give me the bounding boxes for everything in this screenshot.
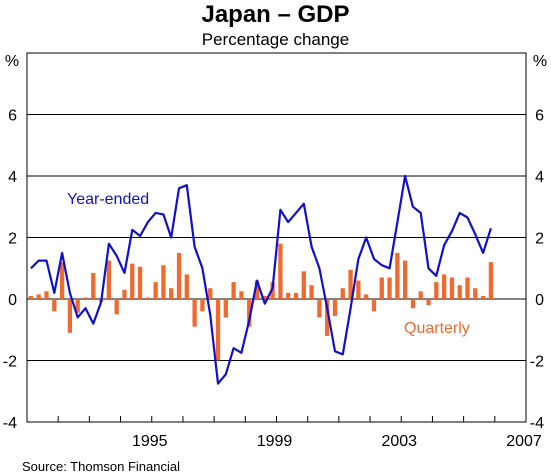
quarterly-bar [114, 299, 119, 315]
quarterly-bar [379, 277, 384, 299]
y-tick-labels-right: -4 -2 0 2 4 6 [530, 108, 544, 433]
quarterly-bar [488, 262, 494, 299]
quarterly-bar [153, 282, 158, 299]
quarterly-bar [332, 299, 338, 316]
y-tick-label-right: 4 [535, 169, 544, 186]
quarterly-bar [301, 271, 306, 299]
year-ended-line-path [30, 174, 492, 385]
y-tick-label-right: 0 [535, 292, 544, 309]
y-tick-label-left: -4 [3, 415, 17, 432]
quarterly-bar [44, 291, 49, 299]
quarterly-bar [473, 288, 478, 299]
quarterly-bar [441, 274, 447, 299]
quarterly-bar [208, 288, 213, 299]
quarterly-bar [59, 262, 65, 299]
y-tick-label-right: -4 [530, 415, 544, 432]
quarterly-bar [67, 299, 73, 333]
quarterly-bar [418, 291, 423, 299]
quarterly-bar [356, 280, 361, 299]
year-ended-line [30, 174, 492, 385]
quarterly-bar [91, 272, 96, 299]
quarterly-bar [387, 277, 392, 299]
quarterly-bar [434, 282, 439, 299]
y-unit-right: % [533, 53, 547, 70]
chart-subtitle: Percentage change [202, 30, 349, 49]
quarterly-bars [28, 243, 494, 361]
quarterly-bar [325, 299, 330, 336]
quarterly-bar [410, 299, 416, 309]
quarterly-bar [215, 299, 221, 361]
quarterly-bar [278, 243, 283, 299]
series-label-quarterly: Quarterly [404, 320, 470, 337]
x-tick-marks [26, 416, 527, 422]
quarterly-bar [293, 292, 299, 299]
quarterly-bar [145, 297, 150, 299]
quarterly-bar [223, 299, 228, 318]
quarterly-bar [254, 280, 260, 299]
gridlines [27, 114, 526, 423]
quarterly-bar [184, 274, 189, 299]
quarterly-bar [247, 299, 252, 327]
quarterly-bar [200, 299, 205, 312]
quarterly-bar [457, 285, 462, 299]
quarterly-bar [239, 291, 244, 299]
chart-title: Japan – GDP [201, 1, 349, 28]
quarterly-bar [317, 299, 322, 318]
quarterly-bar [395, 252, 400, 299]
quarterly-bar [75, 299, 80, 313]
x-tick-label: 2007 [506, 433, 542, 450]
y-tick-label-left: 6 [8, 108, 17, 125]
quarterly-bar [176, 252, 182, 299]
y-tick-label-left: 0 [8, 292, 17, 309]
y-tick-labels-left: -4 -2 0 2 4 6 [3, 108, 17, 433]
quarterly-bar [137, 266, 143, 299]
plot-frame [26, 52, 527, 423]
quarterly-bar [130, 263, 135, 299]
y-tick-label-left: 2 [8, 231, 17, 248]
quarterly-bar [348, 269, 353, 299]
x-tick-label: 1995 [132, 433, 168, 450]
quarterly-bar [340, 288, 345, 299]
y-tick-label-left: -2 [3, 354, 17, 371]
x-tick-label: 1999 [257, 433, 293, 450]
x-tick-label: 2003 [381, 433, 417, 450]
quarterly-bar [371, 299, 377, 312]
quarterly-bar [480, 295, 486, 299]
quarterly-bar [262, 295, 267, 299]
quarterly-bar [231, 282, 236, 299]
quarterly-bar [286, 292, 291, 299]
y-tick-label-right: -2 [530, 354, 544, 371]
quarterly-bar [83, 297, 88, 299]
quarterly-bar [36, 294, 41, 299]
y-tick-label-left: 4 [8, 169, 17, 186]
x-tick-labels: 1995 1999 2003 2007 [132, 433, 542, 450]
series-label-year-ended: Year-ended [67, 191, 149, 208]
quarterly-bar [465, 277, 470, 299]
quarterly-bar [426, 299, 431, 306]
y-tick-label-right: 2 [535, 231, 544, 248]
quarterly-bar [169, 288, 174, 299]
quarterly-bar [106, 260, 112, 299]
quarterly-bar [122, 289, 127, 299]
quarterly-bar [403, 260, 408, 299]
quarterly-bar [28, 295, 34, 299]
quarterly-bar [364, 294, 369, 299]
source-note: Source: Thomson Financial [22, 459, 180, 474]
quarterly-bar [309, 285, 314, 299]
quarterly-bar [449, 277, 455, 299]
y-tick-label-right: 6 [535, 108, 544, 125]
quarterly-bar [52, 299, 57, 312]
y-unit-left: % [5, 53, 19, 70]
quarterly-bar [161, 265, 166, 299]
quarterly-bar [192, 299, 197, 327]
